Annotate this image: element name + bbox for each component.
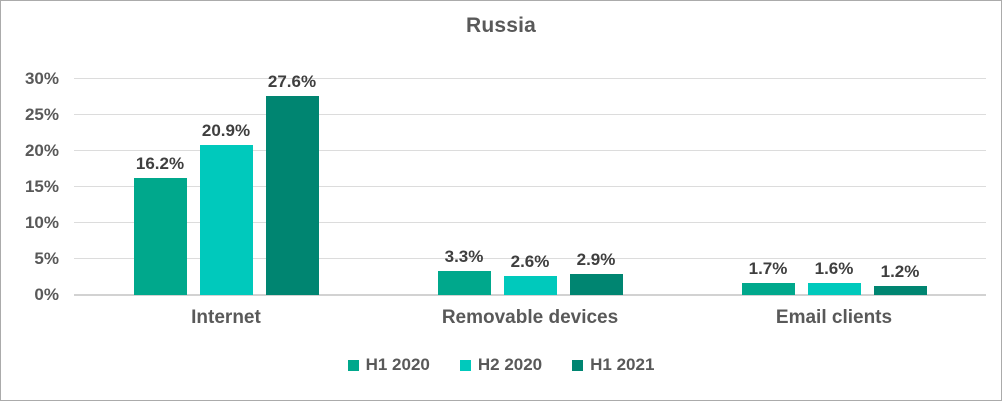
bar — [265, 96, 319, 295]
bar — [133, 178, 187, 295]
y-tick-label: 0% — [34, 285, 59, 304]
bar-value-label: 3.3% — [444, 247, 484, 267]
bar — [741, 282, 795, 295]
y-tick-label: 15% — [24, 177, 59, 196]
category-label: Removable devices — [441, 307, 619, 328]
y-tick-label: 30% — [24, 69, 59, 88]
category-label: Internet — [191, 307, 261, 328]
legend-item: H1 2021 — [572, 356, 654, 374]
legend: H1 2020 H2 2020 H1 2021 — [1, 356, 1001, 374]
bar — [503, 276, 557, 295]
legend-item: H2 2020 — [459, 355, 543, 374]
legend-swatch — [459, 359, 471, 371]
bar-value-label: 1.2% — [880, 262, 920, 282]
x-axis-line — [74, 294, 986, 296]
bar — [807, 283, 861, 295]
x-axis: Internet Removable devices Email clients — [74, 307, 986, 329]
bar — [199, 144, 253, 295]
bar — [873, 286, 927, 295]
legend-swatch — [572, 359, 584, 371]
y-tick-label: 5% — [34, 249, 59, 268]
bar — [437, 271, 491, 295]
gridline — [74, 222, 986, 223]
bar — [569, 274, 623, 295]
bar-value-label: 20.9% — [201, 120, 251, 140]
y-tick-label: 25% — [24, 105, 59, 124]
category-label: Email clients — [775, 307, 893, 328]
gridline — [74, 258, 986, 259]
chart-title: Russia — [465, 14, 537, 37]
gridline — [74, 150, 986, 151]
bar-value-label: 27.6% — [267, 72, 317, 92]
legend-label: H1 2021 — [590, 355, 655, 374]
gridline — [74, 78, 986, 79]
y-tick-label: 10% — [24, 213, 59, 232]
legend-swatch — [347, 359, 359, 371]
legend-label: H1 2020 — [365, 355, 430, 374]
bar-value-label: 2.9% — [576, 250, 616, 270]
bar-value-label: 2.6% — [510, 252, 550, 272]
legend-item: H1 2020 — [347, 355, 430, 374]
gridline — [74, 114, 986, 115]
bar-value-label: 1.7% — [748, 258, 788, 278]
plot-area: 16.2% 20.9% 27.6% 3.3% 2.6% 2.9% 1.7% 1.6% 1.2% — [74, 72, 986, 296]
y-tick-label: 20% — [24, 141, 59, 160]
bar-value-label: 16.2% — [135, 154, 185, 174]
bar-value-label: 1.6% — [814, 259, 854, 279]
legend-label: H2 2020 — [477, 355, 543, 374]
gridline — [74, 186, 986, 187]
